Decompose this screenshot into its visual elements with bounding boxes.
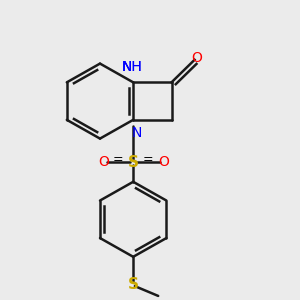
Text: S: S [128,277,139,292]
Text: N: N [121,60,131,74]
Text: S: S [128,155,139,170]
Text: O: O [158,155,169,169]
Text: O: O [98,155,109,169]
Text: =: = [113,153,124,166]
Text: O: O [191,51,202,65]
Text: NH: NH [121,60,142,74]
Text: NH: NH [121,60,142,74]
Text: =: = [143,153,154,166]
Text: N: N [131,126,142,140]
